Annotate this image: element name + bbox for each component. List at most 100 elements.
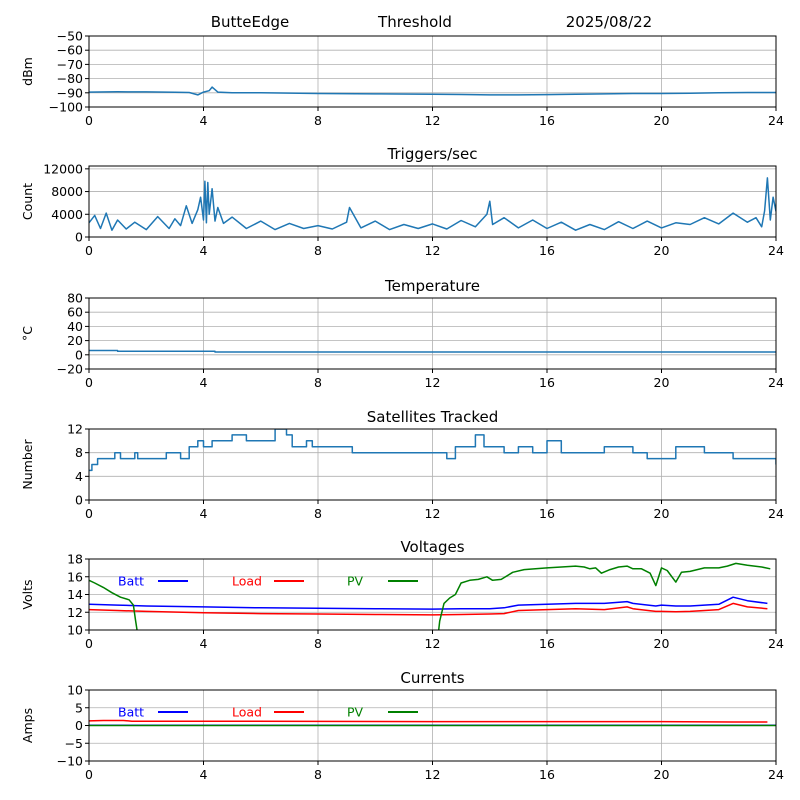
y-tick-label: −80	[57, 71, 83, 86]
y-tick-label: −50	[57, 29, 83, 44]
x-tick-label: 12	[425, 636, 441, 651]
series-line-load	[89, 602, 768, 616]
panel-currents: 0 4 8 12 16 20 24 −10 −5 0 5 10 Currents Amps Batt Load…	[20, 669, 784, 782]
x-tick-label: 4	[200, 375, 208, 390]
series-line-triggers-0	[89, 177, 776, 231]
x-tick-label: 0	[85, 243, 93, 258]
legend-label-batt: Batt	[118, 574, 144, 589]
x-tick-label: 24	[768, 243, 784, 258]
y-axis-label: Amps	[20, 708, 35, 743]
x-tick-label: 12	[425, 113, 441, 128]
series-line-satellites-0	[89, 429, 776, 472]
x-tick-label: 4	[200, 243, 208, 258]
y-tick-label: 12	[67, 422, 83, 437]
x-tick-label: 0	[85, 113, 93, 128]
y-axis-label: dBm	[20, 57, 35, 86]
panel-title: Currents	[400, 669, 464, 687]
y-tick-label: 12000	[43, 161, 83, 176]
header-station: ButteEdge	[211, 13, 290, 31]
y-tick-label: 4000	[51, 207, 83, 222]
y-tick-label: 5	[75, 700, 83, 715]
header-date: 2025/08/22	[566, 13, 652, 31]
x-tick-label: 0	[85, 506, 93, 521]
legend-label-load: Load	[232, 574, 262, 589]
y-tick-label: −60	[57, 43, 83, 58]
x-tick-label: 20	[654, 243, 670, 258]
y-tick-label: 0	[75, 347, 83, 362]
legend-label-load: Load	[232, 705, 262, 720]
panel-voltages: 0 4 8 12 16 20 24 10 12 14 16 18 Voltages Volts Batt Lo…	[20, 538, 784, 651]
y-tick-label: 80	[67, 291, 83, 306]
x-tick-label: 24	[768, 636, 784, 651]
series-line-temperature-0	[89, 349, 776, 353]
x-tick-label: 4	[200, 767, 208, 782]
x-tick-label: 12	[425, 767, 441, 782]
header-mode: Threshold	[377, 13, 452, 31]
x-tick-label: 16	[539, 767, 555, 782]
series-line-signal-0	[89, 86, 776, 96]
x-tick-label: 12	[425, 243, 441, 258]
x-tick-label: 24	[768, 767, 784, 782]
x-tick-label: 12	[425, 375, 441, 390]
x-tick-label: 20	[654, 113, 670, 128]
y-tick-label: −70	[57, 57, 83, 72]
x-tick-label: 0	[85, 636, 93, 651]
x-tick-label: 16	[539, 506, 555, 521]
x-tick-label: 8	[314, 506, 322, 521]
x-tick-label: 4	[200, 636, 208, 651]
y-tick-label: 14	[67, 587, 83, 602]
x-tick-label: 12	[425, 506, 441, 521]
panel-signal: 0 4 8 12 16 20 24 −100−90−80−70−60−50 dBm	[20, 29, 784, 129]
legend-label-batt: Batt	[118, 705, 144, 720]
x-tick-label: 20	[654, 375, 670, 390]
y-axis-label: Number	[20, 439, 35, 490]
y-axis-label: Volts	[20, 579, 35, 609]
y-tick-label: −100	[49, 100, 83, 115]
x-tick-label: 4	[200, 506, 208, 521]
y-tick-label: −5	[65, 736, 83, 751]
x-tick-label: 24	[768, 113, 784, 128]
y-tick-label: 18	[67, 552, 83, 567]
y-axis-label: Count	[20, 183, 35, 220]
y-tick-label: 10	[67, 683, 83, 698]
x-tick-label: 24	[768, 506, 784, 521]
y-tick-label: 20	[67, 333, 83, 348]
y-tick-label: 0	[75, 493, 83, 508]
y-tick-label: −10	[57, 754, 83, 769]
x-tick-label: 24	[768, 375, 784, 390]
x-tick-label: 8	[314, 113, 322, 128]
y-tick-label: 0	[75, 718, 83, 733]
panel-title: Triggers/sec	[387, 145, 478, 163]
legend-label-pv: PV	[347, 705, 364, 720]
x-tick-label: 0	[85, 767, 93, 782]
series-line-pv	[89, 562, 771, 630]
y-tick-label: 12	[67, 605, 83, 620]
x-tick-label: 20	[654, 767, 670, 782]
panel-satellites: 0 4 8 12 16 20 24 0 4 8 12 Satellites Tracked Number	[20, 408, 784, 521]
series-line-batt	[89, 596, 768, 610]
panel-title: Satellites Tracked	[367, 408, 498, 426]
y-tick-label: 16	[67, 569, 83, 584]
x-tick-label: 20	[654, 506, 670, 521]
panel-triggers: 0 4 8 12 16 20 24 0 4000 8000 12000 Triggers/sec Cou…	[20, 145, 784, 258]
x-tick-label: 16	[539, 243, 555, 258]
x-tick-label: 16	[539, 636, 555, 651]
x-tick-label: 16	[539, 375, 555, 390]
x-tick-label: 8	[314, 375, 322, 390]
x-tick-label: 16	[539, 113, 555, 128]
y-tick-label: 8	[75, 445, 83, 460]
y-tick-label: 4	[75, 469, 83, 484]
y-tick-label: 10	[67, 623, 83, 638]
y-tick-label: 0	[75, 230, 83, 245]
y-tick-label: 60	[67, 305, 83, 320]
x-tick-label: 8	[314, 636, 322, 651]
x-tick-label: 20	[654, 636, 670, 651]
series-line-load	[89, 719, 768, 723]
y-tick-label: 8000	[51, 184, 83, 199]
panel-title: Voltages	[400, 538, 464, 556]
x-tick-label: 8	[314, 243, 322, 258]
legend-label-pv: PV	[347, 574, 364, 589]
x-tick-label: 8	[314, 767, 322, 782]
